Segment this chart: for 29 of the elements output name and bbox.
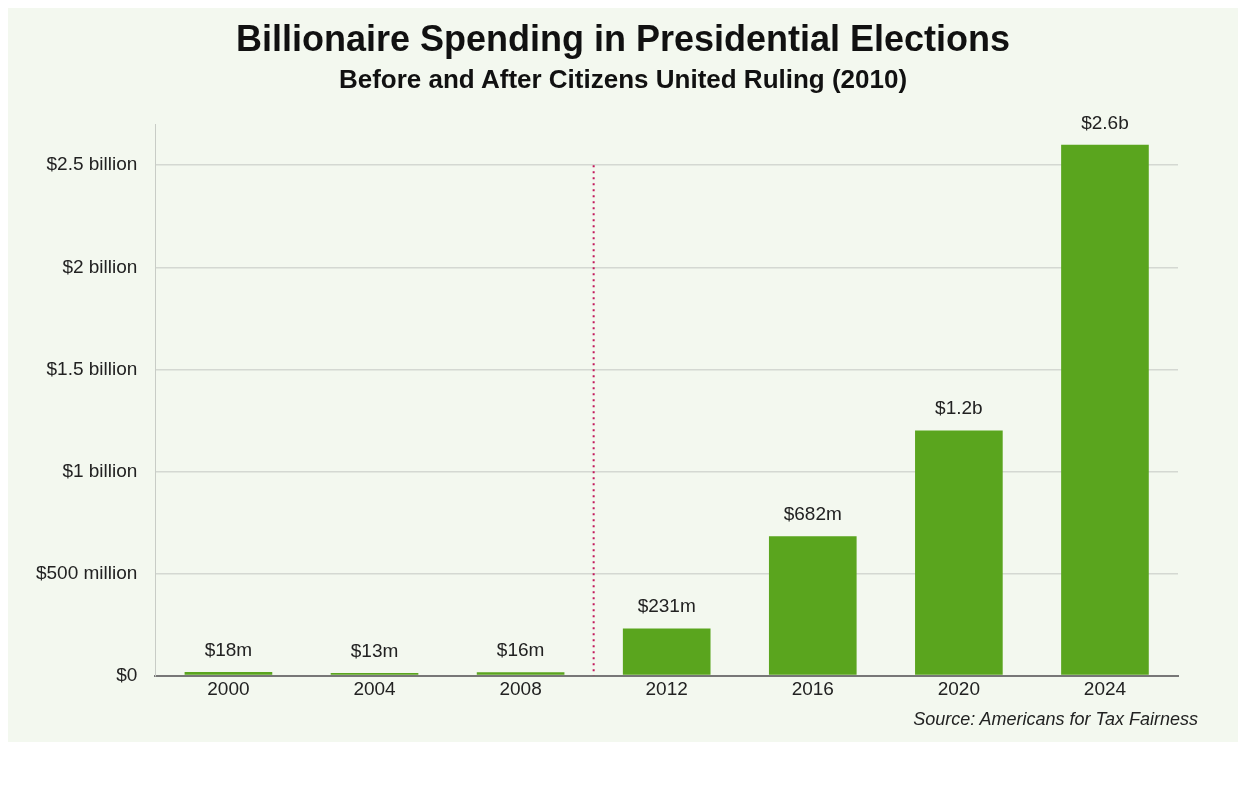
x-tick-label: 2004 (353, 678, 397, 700)
data-label: $16m (496, 639, 545, 661)
x-tick-label: 2000 (207, 678, 250, 700)
y-tick-label: $1.5 billion (46, 357, 138, 379)
x-tick-label: 2016 (791, 678, 834, 700)
bar (915, 430, 1003, 675)
bar (622, 628, 711, 675)
x-tick-label: 2020 (937, 678, 981, 700)
data-label: $2.6b (1081, 111, 1129, 133)
x-tick-label: 2012 (645, 678, 688, 700)
y-tick-label: $1 billion (62, 459, 138, 481)
bar (768, 536, 857, 675)
data-label: $682m (783, 503, 842, 525)
bar (184, 671, 273, 675)
data-label: $18m (204, 638, 253, 660)
bar (1061, 144, 1149, 675)
chart-title: Billionaire Spending in Presidential Elections (234, 18, 1012, 60)
x-tick-label: 2024 (1083, 678, 1127, 700)
x-tick-label: 2008 (499, 678, 542, 700)
y-tick-label: $2.5 billion (46, 153, 138, 175)
bar (476, 672, 565, 675)
y-tick-label: $500 million (35, 561, 138, 583)
source-note: Source: Americans for Tax Fairness (912, 708, 1199, 731)
data-label: $231m (637, 595, 696, 617)
chart-subtitle: Before and After Citizens United Ruling (2010) (337, 64, 909, 95)
data-label: $1.2b (935, 397, 983, 419)
y-tick-label: $2 billion (62, 255, 138, 277)
data-label: $13m (350, 639, 399, 661)
y-tick-label: $0 (116, 663, 138, 685)
